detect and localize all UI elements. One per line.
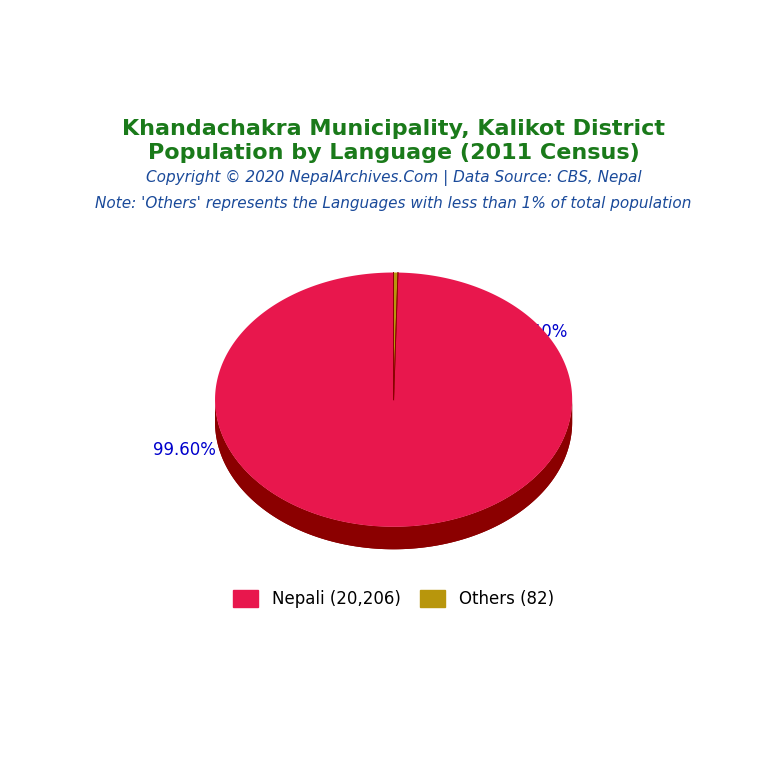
Polygon shape bbox=[215, 273, 572, 527]
Polygon shape bbox=[393, 273, 398, 399]
Text: 99.60%: 99.60% bbox=[153, 441, 215, 459]
Text: Copyright © 2020 NepalArchives.Com | Data Source: CBS, Nepal: Copyright © 2020 NepalArchives.Com | Dat… bbox=[146, 170, 641, 186]
Text: 0.40%: 0.40% bbox=[515, 323, 568, 341]
Legend: Nepali (20,206), Others (82): Nepali (20,206), Others (82) bbox=[225, 581, 562, 616]
Polygon shape bbox=[215, 399, 572, 549]
Text: Khandachakra Municipality, Kalikot District
Population by Language (2011 Census): Khandachakra Municipality, Kalikot Distr… bbox=[122, 119, 665, 163]
Text: Note: 'Others' represents the Languages with less than 1% of total population: Note: 'Others' represents the Languages … bbox=[95, 196, 692, 210]
Polygon shape bbox=[215, 400, 572, 549]
